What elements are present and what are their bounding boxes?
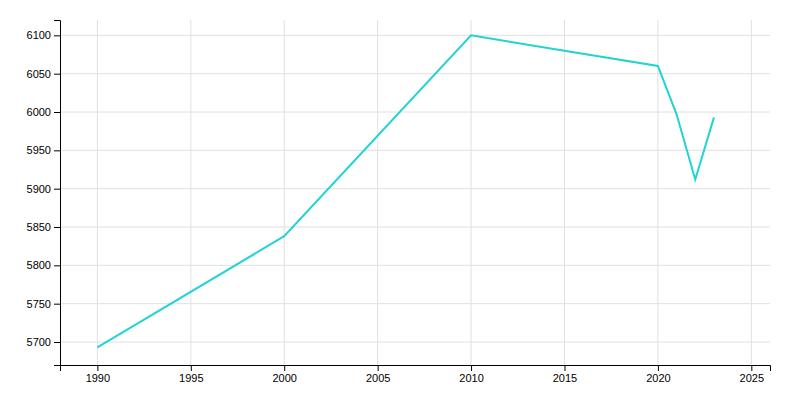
x-axis-tick-mark [658,365,659,371]
y-axis-tick-label: 6050 [27,68,51,80]
grid-line-x [657,20,658,365]
y-axis-tick: 5950 [27,144,60,156]
grid [60,20,770,365]
x-axis-tick-mark [284,365,285,371]
y-axis-tick: 6000 [27,106,60,118]
chart: 1990 1995 2000 2005 2010 2015 2020 2025 5700 5750… [0,0,800,400]
y-axis-tick-mark [54,35,60,36]
x-axis-tick: 2000 [272,365,296,384]
grid-line-y [60,265,770,266]
x-axis-tick: 1995 [179,365,203,384]
y-axis-line [54,21,61,366]
y-axis-tick: 5800 [27,259,60,271]
y-axis-tick: 6050 [27,68,60,80]
grid-line-y [60,35,770,36]
grid-line-y [60,73,770,74]
x-axis-tick-mark [191,365,192,371]
y-axis-tick-label: 5750 [27,298,51,310]
x-axis-tick-label: 2005 [366,372,390,384]
x-axis-tick-mark [378,365,379,371]
grid-line-y [60,342,770,343]
x-axis-tick: 2010 [459,365,483,384]
x-axis-tick-label: 2015 [553,372,577,384]
x-axis-tick: 1990 [86,365,110,384]
x-axis-tick-label: 2020 [646,372,670,384]
x-axis-tick-label: 1990 [86,372,110,384]
grid-line-y [60,303,770,304]
y-axis-tick-label: 5800 [27,259,51,271]
x-axis-tick-label: 2000 [272,372,296,384]
y-axis-tick-label: 5950 [27,144,51,156]
y-axis-tick-mark [54,189,60,190]
y-axis-tick-mark [54,150,60,151]
y-axis-tick-mark [54,304,60,305]
x-axis-tick-label: 2010 [459,372,483,384]
grid-line-x [751,20,752,365]
grid-line-x [190,20,191,365]
y-axis-tick-label: 6100 [27,29,51,41]
y-axis-tick-label: 5700 [27,336,51,348]
x-axis-tick-mark [97,365,98,371]
y-axis-tick-label: 6000 [27,106,51,118]
y-axis-tick-mark [54,112,60,113]
y-axis-tick-mark [54,227,60,228]
grid-line-x [564,20,565,365]
grid-line-x [284,20,285,365]
grid-line-y [60,227,770,228]
y-axis-tick: 5750 [27,298,60,310]
grid-line-y [60,112,770,113]
y-axis-tick: 5700 [27,336,60,348]
x-axis: 1990 1995 2000 2005 2010 2015 2020 2025 [61,365,771,384]
x-axis-tick-mark [564,365,565,371]
y-axis-tick: 6100 [27,29,60,41]
grid-line-x [471,20,472,365]
grid-line-y [60,188,770,189]
plot: 1990 1995 2000 2005 2010 2015 2020 2025 5700 5750… [27,20,771,384]
line [97,35,714,347]
y-axis-tick-mark [54,265,60,266]
x-axis-tick: 2020 [646,365,670,384]
grid-line-x [377,20,378,365]
marks [97,35,714,347]
x-axis-tick: 2005 [366,365,390,384]
x-axis-tick-label: 2025 [740,372,764,384]
x-axis-tick-label: 1995 [179,372,203,384]
x-axis-tick: 2015 [553,365,577,384]
y-axis-tick-label: 5850 [27,221,51,233]
x-axis-tick-mark [471,365,472,371]
y-axis-tick: 5900 [27,183,60,195]
x-axis-line [61,366,771,372]
x-axis-tick: 2025 [740,365,764,384]
y-axis-tick-label: 5900 [27,183,51,195]
y-axis-tick-mark [54,342,60,343]
x-axis-tick-mark [751,365,752,371]
y-axis-tick: 5850 [27,221,60,233]
y-axis: 5700 5750 5800 5850 5900 5950 6000 6050 6100 [27,21,61,366]
grid-line-y [60,150,770,151]
grid-line-x [97,20,98,365]
y-axis-tick-mark [54,74,60,75]
